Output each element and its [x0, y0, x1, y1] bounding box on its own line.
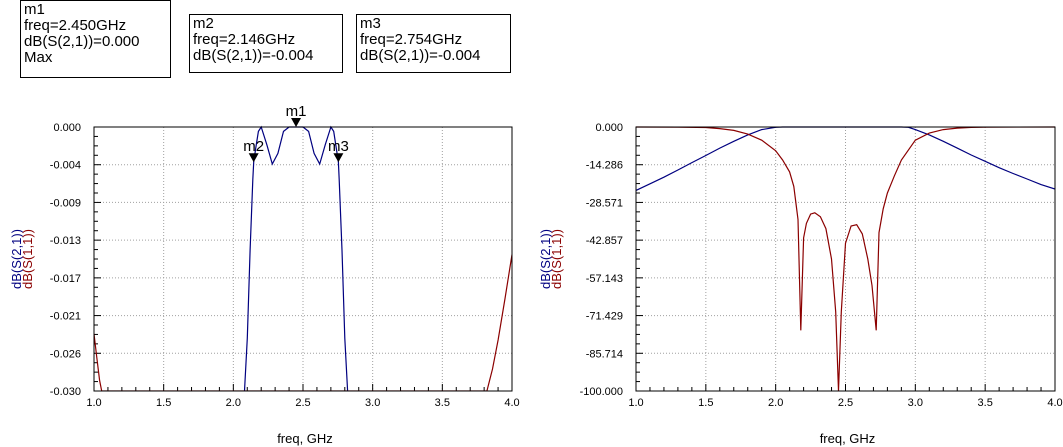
plot-frame — [635, 126, 1056, 392]
y-tick-label: -71.429 — [586, 311, 623, 323]
marker-value: dB(S(2,1))=-0.004 — [360, 47, 481, 64]
x-tick-label: 2.0 — [768, 397, 783, 409]
marker-name: m3 — [360, 15, 381, 32]
y-tick-label: 0.000 — [595, 122, 623, 134]
x-tick-label: 4.0 — [504, 397, 519, 409]
plot-frame — [93, 126, 513, 392]
x-tick-label: 4.0 — [1047, 397, 1062, 409]
x-tick-label: 3.5 — [435, 397, 450, 409]
y-tick-label: -14.286 — [586, 160, 623, 172]
marker-extra: Max — [24, 49, 53, 66]
series-line-s11 — [636, 126, 1055, 391]
y-tick-label: -0.013 — [50, 235, 81, 247]
y-axis-label-s11: dB(S(1,1)) — [20, 229, 35, 289]
x-tick-label: 2.5 — [838, 397, 853, 409]
x-tick-label: 1.0 — [86, 397, 101, 409]
marker-label-m1: m1 — [286, 103, 307, 120]
x-tick-label: 3.5 — [978, 397, 993, 409]
x-axis-label: freq, GHz — [820, 431, 876, 446]
y-tick-label: -28.571 — [586, 197, 623, 209]
y-tick-label: -85.714 — [586, 348, 623, 360]
marker-triangle-m2 — [248, 153, 259, 163]
x-tick-label: 1.0 — [628, 397, 643, 409]
x-tick-label: 1.5 — [156, 397, 171, 409]
marker-triangle-m1 — [291, 118, 302, 127]
x-tick-label: 2.5 — [295, 397, 310, 409]
y-axis-label-s21: dB(S(2,1)) — [9, 229, 24, 289]
marker-freq: freq=2.754GHz — [360, 31, 463, 48]
chart-1: 1.0 1.5 2.0 2.5 3.0 3.5 4.0 0.000 -0.004 -0.009 -0… — [9, 103, 520, 446]
marker-name: m2 — [193, 15, 214, 32]
marker-readout-m2: m2 freq=2.146GHz dB(S(2,1))=-0.004 — [189, 14, 343, 73]
marker-name: m1 — [24, 1, 45, 18]
marker-value: dB(S(2,1))=0.000 — [24, 33, 140, 50]
y-tick-label: -0.030 — [50, 386, 81, 398]
marker-freq: freq=2.146GHz — [193, 31, 296, 48]
y-tick-label: -0.021 — [50, 311, 81, 323]
marker-freq: freq=2.450GHz — [24, 17, 127, 34]
y-tick-label: 0.000 — [53, 122, 81, 134]
y-tick-label: -100.000 — [580, 386, 623, 398]
y-tick-label: -0.017 — [50, 273, 81, 285]
y-axis-label-s11: dB(S(1,1)) — [549, 229, 564, 289]
y-tick-label: -0.004 — [50, 160, 81, 172]
y-tick-label: -42.857 — [586, 235, 623, 247]
series-line-s11 — [94, 254, 512, 391]
marker-label-m2: m2 — [243, 138, 264, 155]
y-tick-label: -0.009 — [50, 197, 81, 209]
x-tick-label: 1.5 — [698, 397, 713, 409]
y-axis-label-s21: dB(S(2,1)) — [538, 229, 553, 289]
chart-2: 1.0 1.5 2.0 2.5 3.0 3.5 4.0 0.000 -14.286 -28.571… — [538, 122, 1063, 446]
x-axis-label: freq, GHz — [277, 431, 333, 446]
y-tick-label: -0.026 — [50, 348, 81, 360]
series-line-s21 — [243, 125, 349, 391]
marker-readout-m3: m3 freq=2.754GHz dB(S(2,1))=-0.004 — [356, 14, 511, 73]
marker-value: dB(S(2,1))=-0.004 — [193, 47, 314, 64]
marker-label-m3: m3 — [328, 138, 349, 155]
marker-readout-m1: m1 freq=2.450GHz dB(S(2,1))=0.000 Max — [20, 0, 171, 78]
x-tick-label: 2.0 — [226, 397, 241, 409]
x-tick-label: 3.0 — [908, 397, 923, 409]
x-tick-label: 3.0 — [365, 397, 380, 409]
y-tick-label: -57.143 — [586, 273, 623, 285]
marker-triangle-m3 — [333, 153, 344, 163]
